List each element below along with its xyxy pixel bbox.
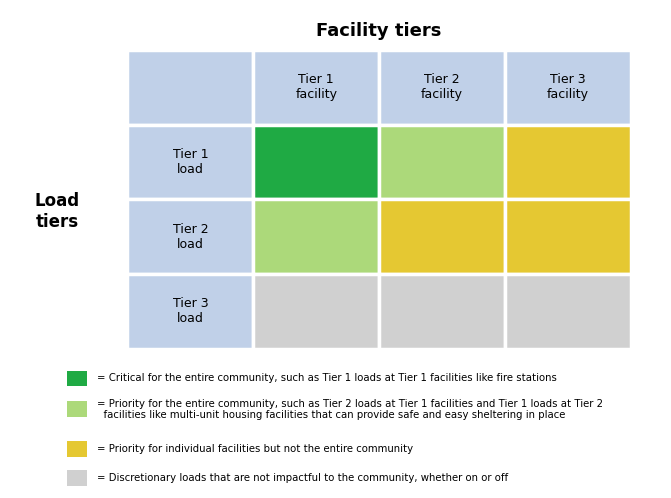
Bar [254,124,379,199]
Bar [505,199,631,274]
Bar [254,199,379,274]
Bar [505,124,631,199]
Bar [379,274,505,349]
Bar [379,199,505,274]
Text: Tier 2
load: Tier 2 load [172,223,208,250]
Text: = Priority for individual facilities but not the entire community: = Priority for individual facilities but… [97,444,413,454]
Bar [254,50,379,124]
Text: Tier 3
facility: Tier 3 facility [547,73,589,101]
Bar [505,50,631,124]
Bar [505,274,631,349]
Bar [127,124,254,199]
Bar [127,274,254,349]
Text: = Priority for the entire community, such as Tier 2 loads at Tier 1 facilities a: = Priority for the entire community, suc… [97,398,603,420]
Bar [379,50,505,124]
Text: Load
tiers: Load tiers [34,192,80,231]
Text: Facility tiers: Facility tiers [317,22,442,40]
Text: Tier 3
load: Tier 3 load [172,297,208,325]
Text: Tier 2
facility: Tier 2 facility [421,73,463,101]
Bar [127,199,254,274]
Bar [254,274,379,349]
Text: = Discretionary loads that are not impactful to the community, whether on or off: = Discretionary loads that are not impac… [97,473,509,483]
Text: Tier 1
facility: Tier 1 facility [295,73,338,101]
Bar [127,50,254,124]
Bar [379,124,505,199]
Text: Tier 1
load: Tier 1 load [172,148,208,176]
Text: = Critical for the entire community, such as Tier 1 loads at Tier 1 facilities l: = Critical for the entire community, suc… [97,374,557,383]
